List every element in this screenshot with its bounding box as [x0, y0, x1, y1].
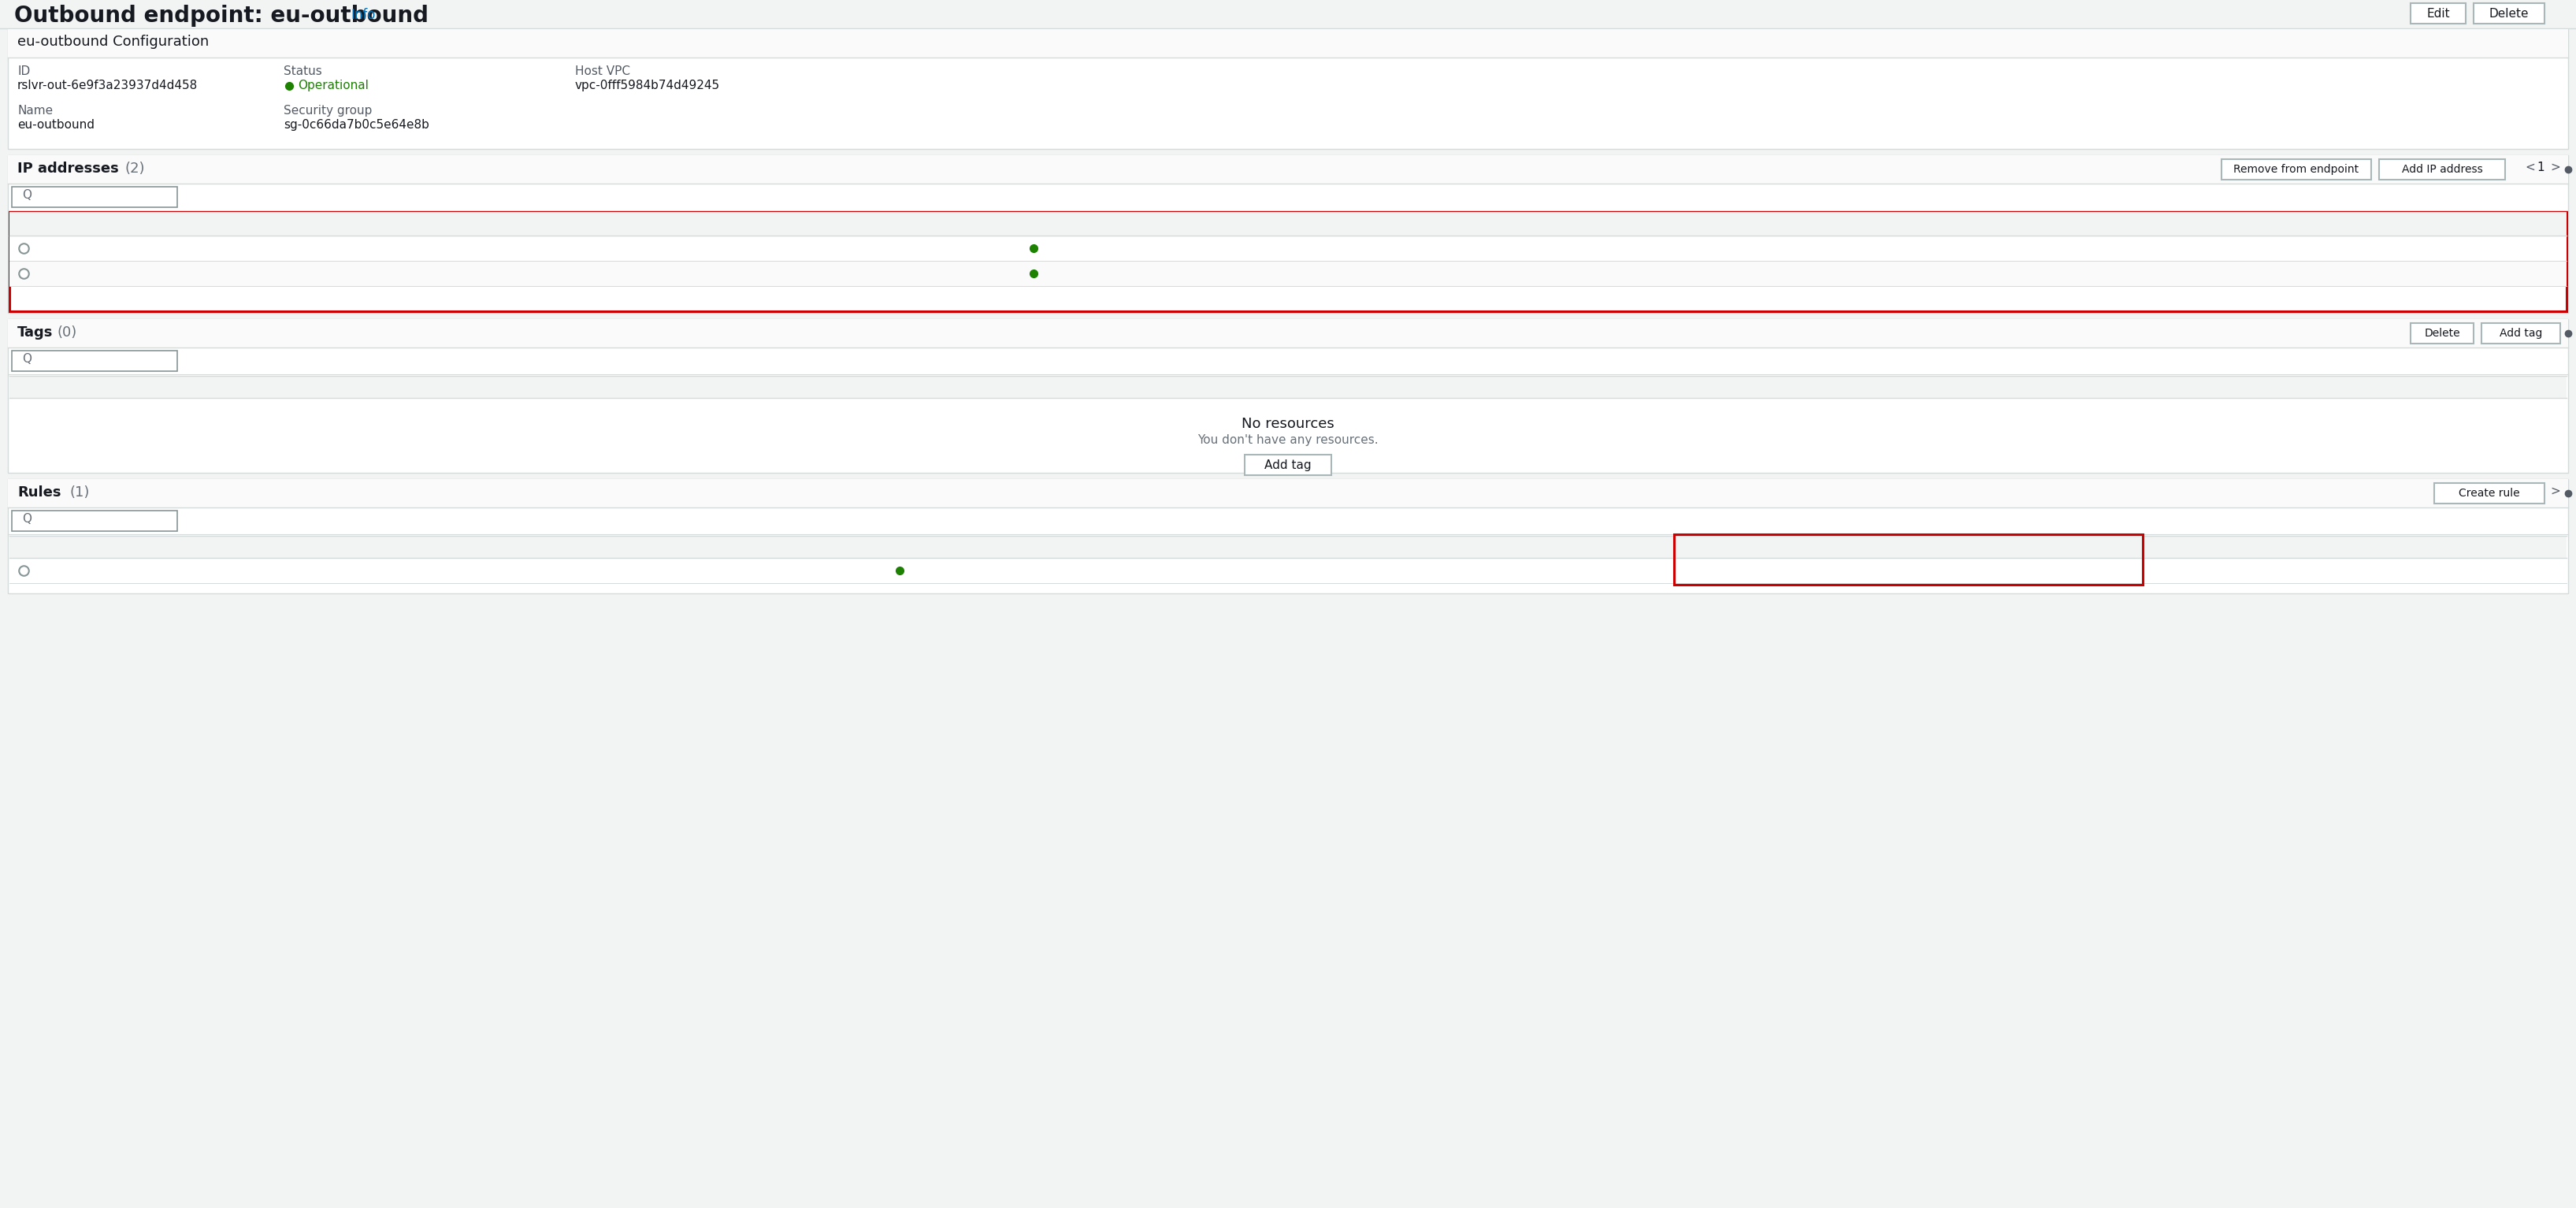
Text: Outbound endpoint: eu-outbound: Outbound endpoint: eu-outbound: [15, 5, 428, 27]
FancyBboxPatch shape: [8, 156, 2568, 313]
Text: Info: Info: [350, 8, 376, 22]
Text: rslvr-rr-3dadd19ea0ef4a1e9: rslvr-rr-3dadd19ea0ef4a1e9: [461, 564, 629, 576]
Text: Q: Q: [23, 513, 31, 524]
Text: 172.16.6.37: 172.16.6.37: [82, 242, 155, 254]
FancyBboxPatch shape: [2221, 159, 2370, 180]
Text: eu-west-1a: eu-west-1a: [2069, 267, 2136, 279]
Text: <: <: [2524, 486, 2535, 498]
Text: Delete: Delete: [2488, 7, 2530, 19]
Text: >: >: [2550, 325, 2561, 337]
Text: Q: Q: [23, 190, 31, 201]
FancyBboxPatch shape: [13, 511, 178, 532]
Text: Edit: Edit: [2427, 7, 2450, 19]
Text: eu-west-1b: eu-west-1b: [2069, 242, 2136, 254]
Text: You don't have any resources.: You don't have any resources.: [1198, 434, 1378, 446]
Text: subnet-052f17dece6756ea6: subnet-052f17dece6756ea6: [1406, 267, 1577, 279]
FancyBboxPatch shape: [8, 29, 2568, 149]
Text: rslvr-out-6e9f3a23937d4d458: rslvr-out-6e9f3a23937d4d458: [1141, 564, 1324, 576]
Text: Add IP address: Add IP address: [2401, 164, 2483, 175]
Text: Complete: Complete: [909, 564, 966, 576]
FancyBboxPatch shape: [2380, 159, 2504, 180]
Text: Rules: Rules: [18, 486, 62, 500]
Text: Q: Q: [23, 353, 31, 365]
Text: Availability Zone: Availability Zone: [2084, 216, 2197, 228]
Text: Status: Status: [1046, 216, 1090, 228]
FancyBboxPatch shape: [10, 261, 2566, 286]
Text: Target IP addresses: Target IP addresses: [2159, 540, 2293, 552]
FancyBboxPatch shape: [10, 211, 2566, 312]
Text: 172.16.5.11: 172.16.5.11: [82, 267, 155, 279]
FancyBboxPatch shape: [10, 558, 2566, 583]
Text: (1): (1): [70, 486, 90, 500]
FancyBboxPatch shape: [10, 236, 2566, 261]
Text: 1: 1: [2537, 162, 2545, 174]
Text: Security group: Security group: [283, 105, 371, 117]
Text: 1: 1: [2537, 325, 2545, 337]
Text: >: >: [2550, 162, 2561, 174]
Text: eu-outbound: eu-outbound: [18, 118, 95, 130]
Text: Operational: Operational: [299, 80, 368, 92]
Text: Forward: Forward: [1685, 564, 1734, 576]
FancyBboxPatch shape: [8, 156, 2568, 184]
Text: Name: Name: [18, 105, 54, 117]
Text: eu-outbound Configuration: eu-outbound Configuration: [18, 35, 209, 48]
FancyBboxPatch shape: [2473, 4, 2545, 24]
Text: Tags: Tags: [18, 325, 54, 339]
Text: ID: ID: [18, 65, 31, 77]
Text: Add tag: Add tag: [1265, 459, 1311, 471]
FancyBboxPatch shape: [13, 187, 178, 208]
Text: vpc-0fff5984b74d49245: vpc-0fff5984b74d49245: [574, 80, 721, 92]
Text: subnet-0d3b4552aaf135493: subnet-0d3b4552aaf135493: [1406, 242, 1577, 254]
Text: outboundtocustomer: outboundtocustomer: [46, 564, 173, 576]
Text: IP addresses: IP addresses: [18, 162, 118, 175]
Text: Outbound endpoint: Outbound endpoint: [1141, 540, 1273, 552]
Text: <: <: [2524, 162, 2535, 174]
FancyBboxPatch shape: [8, 480, 2568, 593]
Text: rslvr-out-6e9f3a23937d4d458: rslvr-out-6e9f3a23937d4d458: [18, 80, 198, 92]
Text: Value: Value: [1293, 379, 1329, 391]
Text: No resources: No resources: [1242, 417, 1334, 431]
Text: (2): (2): [124, 162, 144, 175]
Text: Subnet: Subnet: [1422, 216, 1471, 228]
Text: Delete: Delete: [2424, 327, 2460, 338]
Text: Domain name: Domain name: [1911, 540, 2004, 552]
Text: 1: 1: [2537, 486, 2545, 498]
Text: Name: Name: [46, 540, 85, 552]
FancyBboxPatch shape: [0, 0, 2576, 28]
FancyBboxPatch shape: [10, 536, 2566, 558]
Text: Type: Type: [1685, 540, 1718, 552]
Text: sg-0c66da7b0c5e64e8b: sg-0c66da7b0c5e64e8b: [283, 118, 430, 130]
FancyBboxPatch shape: [8, 319, 2568, 348]
Text: (0): (0): [57, 325, 77, 339]
FancyBboxPatch shape: [13, 350, 178, 371]
FancyBboxPatch shape: [8, 480, 2568, 507]
Text: ID: ID: [461, 540, 474, 552]
FancyBboxPatch shape: [2411, 323, 2473, 343]
FancyBboxPatch shape: [8, 29, 2568, 58]
FancyBboxPatch shape: [2481, 323, 2561, 343]
Text: Status: Status: [283, 65, 322, 77]
Text: >: >: [2550, 486, 2561, 498]
Text: <: <: [2524, 325, 2535, 337]
FancyBboxPatch shape: [2434, 483, 2545, 504]
Text: Create rule: Create rule: [2458, 488, 2519, 499]
Text: rni-e1b027071bdb4ebe8: rni-e1b027071bdb4ebe8: [471, 242, 621, 254]
FancyBboxPatch shape: [1244, 454, 1332, 475]
Text: Key: Key: [39, 379, 64, 391]
Text: customer.com.: customer.com.: [1911, 564, 1999, 576]
Text: IP address: IP address: [64, 216, 134, 228]
FancyBboxPatch shape: [2411, 4, 2465, 24]
Text: 1: 1: [2159, 564, 2166, 576]
Text: Status: Status: [894, 540, 938, 552]
Text: Add tag: Add tag: [2499, 327, 2543, 338]
Text: Remove from endpoint: Remove from endpoint: [2233, 164, 2360, 175]
Text: IP address ID: IP address ID: [489, 216, 580, 228]
Text: rni-c34d850a21d34e89b: rni-c34d850a21d34e89b: [471, 267, 621, 279]
Text: Host VPC: Host VPC: [574, 65, 631, 77]
Text: Attached: Attached: [1043, 242, 1097, 254]
FancyBboxPatch shape: [10, 376, 2566, 397]
FancyBboxPatch shape: [10, 211, 2566, 236]
Text: Attached: Attached: [1043, 267, 1097, 279]
FancyBboxPatch shape: [8, 319, 2568, 472]
